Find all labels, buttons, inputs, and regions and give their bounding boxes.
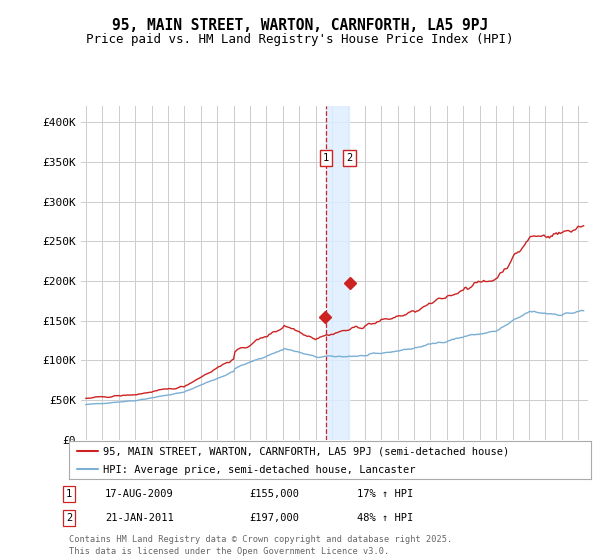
Text: 48% ↑ HPI: 48% ↑ HPI: [357, 513, 413, 523]
Text: £197,000: £197,000: [249, 513, 299, 523]
Text: £155,000: £155,000: [249, 489, 299, 499]
Text: Contains HM Land Registry data © Crown copyright and database right 2025.
This d: Contains HM Land Registry data © Crown c…: [69, 535, 452, 556]
Bar: [326, 106, 349, 440]
Text: 1: 1: [66, 489, 72, 499]
Text: 2: 2: [66, 513, 72, 523]
Text: 17% ↑ HPI: 17% ↑ HPI: [357, 489, 413, 499]
Text: Price paid vs. HM Land Registry's House Price Index (HPI): Price paid vs. HM Land Registry's House …: [86, 32, 514, 46]
Text: 2: 2: [346, 153, 352, 163]
Text: 1: 1: [323, 153, 329, 163]
Text: 21-JAN-2011: 21-JAN-2011: [105, 513, 174, 523]
Text: HPI: Average price, semi-detached house, Lancaster: HPI: Average price, semi-detached house,…: [103, 465, 415, 475]
Text: 95, MAIN STREET, WARTON, CARNFORTH, LA5 9PJ: 95, MAIN STREET, WARTON, CARNFORTH, LA5 …: [112, 18, 488, 32]
Text: 17-AUG-2009: 17-AUG-2009: [105, 489, 174, 499]
Text: 95, MAIN STREET, WARTON, CARNFORTH, LA5 9PJ (semi-detached house): 95, MAIN STREET, WARTON, CARNFORTH, LA5 …: [103, 446, 509, 456]
